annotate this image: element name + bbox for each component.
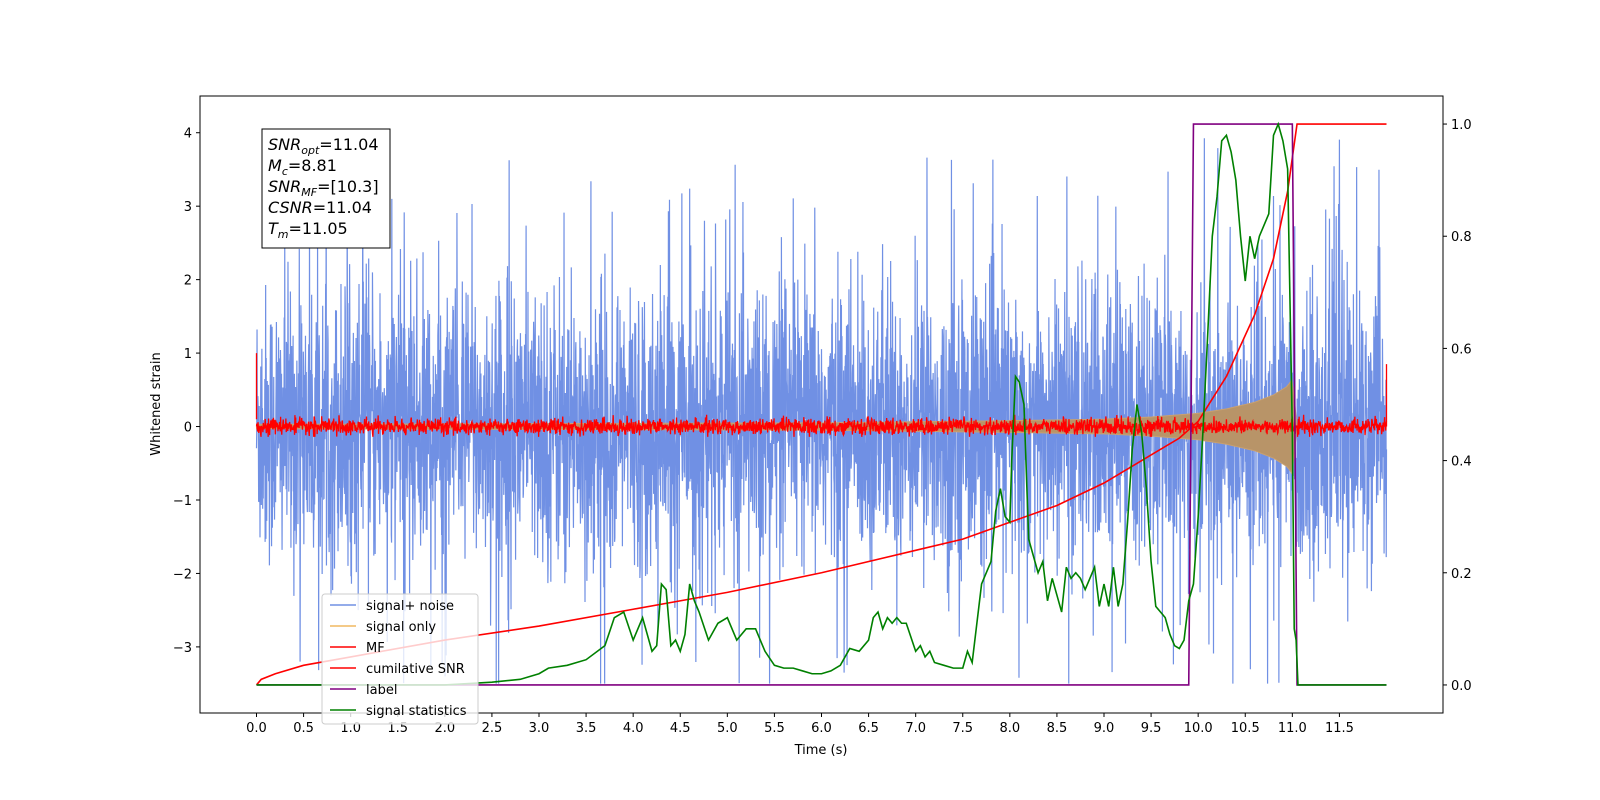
y2-tick-label: 1.0: [1451, 118, 1472, 133]
legend-label: MF: [366, 641, 385, 656]
y2-tick-label: 0.6: [1451, 342, 1472, 357]
legend: signal+ noise signal only MF cumilative SNR…: [321, 593, 479, 725]
annotation-box: [261, 128, 391, 249]
x-tick-label: 6.0: [811, 721, 832, 736]
x-tick-label: 4.0: [623, 721, 644, 736]
y-tick-label: 3: [184, 200, 192, 215]
annotation-line: SNRopt=11.04: [268, 135, 379, 157]
y-axis-label: Whitened strain: [149, 352, 164, 455]
x-tick-label: 8.0: [999, 721, 1020, 736]
series-mf-line: [255, 414, 1388, 438]
legend-label: cumilative SNR: [366, 662, 465, 677]
x-tick-label: 10.5: [1231, 721, 1260, 736]
y-tick-label: 0: [184, 421, 192, 436]
x-axis-label: Time (s): [794, 743, 848, 758]
y-tick-label: 2: [184, 274, 192, 289]
x-tick-label: 1.5: [387, 721, 408, 736]
y-axis-ticks: 4 3 2 1 0 −1 −2 −3: [173, 127, 200, 656]
legend-box: [321, 593, 479, 725]
y2-tick-label: 0.8: [1451, 230, 1472, 245]
x-tick-label: 9.5: [1141, 721, 1162, 736]
legend-label: signal statistics: [366, 704, 467, 719]
stats-annotation: SNRopt=11.04Mc=8.81SNRMF=[10.3]CSNR=11.0…: [261, 128, 391, 249]
annotation-line: CSNR=11.04: [268, 198, 372, 217]
legend-label: label: [366, 683, 397, 698]
x-tick-label: 0.0: [246, 721, 267, 736]
legend-label: signal only: [366, 620, 436, 635]
x-tick-label: 11.0: [1278, 721, 1307, 736]
x-tick-label: 3.5: [576, 721, 597, 736]
x-tick-label: 2.5: [482, 721, 503, 736]
x-tick-label: 3.0: [529, 721, 550, 736]
x-tick-label: 2.0: [434, 721, 455, 736]
y2-tick-label: 0.0: [1451, 679, 1472, 694]
series-signal-noise-line: [255, 135, 1388, 684]
series-mf-edge-spikes: [255, 353, 1388, 427]
x-tick-label: 10.0: [1184, 721, 1213, 736]
annotation-line: Tm=11.05: [268, 219, 348, 241]
x-tick-label: 6.5: [858, 721, 879, 736]
y-tick-label: −1: [173, 494, 192, 509]
series-signal-statistics-line: [256, 121, 1387, 686]
x-axis-ticks: 0.0 0.5 1.0 1.5 2.0 2.5 3.0 3.5 4.0 4.5 5.0 5.5 6.0 6…: [246, 713, 1354, 736]
annotation-line: SNRMF=[10.3]: [268, 177, 379, 199]
y-tick-label: 4: [184, 127, 192, 142]
x-tick-label: 11.5: [1325, 721, 1354, 736]
x-tick-label: 7.5: [952, 721, 973, 736]
y2-tick-label: 0.2: [1451, 567, 1472, 582]
legend-label: signal+ noise: [366, 599, 454, 614]
x-tick-label: 4.5: [670, 721, 691, 736]
x-tick-label: 1.0: [340, 721, 361, 736]
x-tick-label: 0.5: [293, 721, 314, 736]
x-tick-label: 5.0: [717, 721, 738, 736]
y-tick-label: 1: [184, 347, 192, 362]
x-tick-label: 7.0: [905, 721, 926, 736]
y2-axis-ticks: 1.0 0.8 0.6 0.4 0.2 0.0: [1443, 118, 1472, 694]
y2-tick-label: 0.4: [1451, 455, 1472, 470]
y-tick-label: −2: [173, 567, 192, 582]
x-tick-label: 8.5: [1047, 721, 1068, 736]
x-tick-label: 9.0: [1094, 721, 1115, 736]
y-tick-label: −3: [173, 641, 192, 656]
x-tick-label: 5.5: [764, 721, 785, 736]
annotation-line: Mc=8.81: [268, 156, 337, 178]
